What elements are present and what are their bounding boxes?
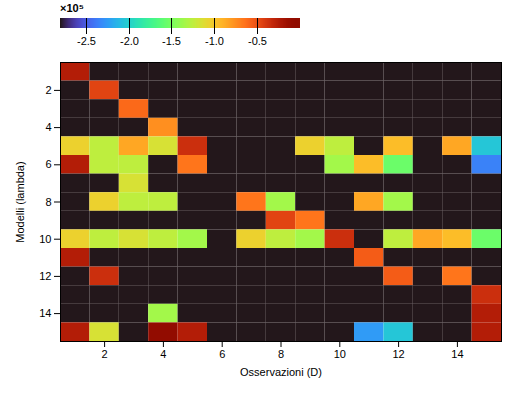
svg-text:-2.5: -2.5 xyxy=(77,35,96,47)
svg-text:12: 12 xyxy=(392,348,404,360)
svg-text:Modelli (lambda): Modelli (lambda) xyxy=(14,161,26,242)
svg-text:-1.0: -1.0 xyxy=(205,35,224,47)
svg-text:14: 14 xyxy=(451,348,463,360)
svg-text:Osservazioni (D): Osservazioni (D) xyxy=(240,366,322,378)
svg-text:4: 4 xyxy=(45,121,51,133)
svg-text:14: 14 xyxy=(39,307,51,319)
svg-text:10: 10 xyxy=(39,233,51,245)
svg-text:-1.5: -1.5 xyxy=(162,35,181,47)
svg-text:8: 8 xyxy=(45,196,51,208)
svg-text:4: 4 xyxy=(160,348,166,360)
svg-text:6: 6 xyxy=(45,158,51,170)
svg-text:10: 10 xyxy=(334,348,346,360)
svg-text:-0.5: -0.5 xyxy=(248,35,267,47)
svg-text:2: 2 xyxy=(102,348,108,360)
svg-text:2: 2 xyxy=(45,84,51,96)
svg-text:-2.0: -2.0 xyxy=(120,35,139,47)
svg-text:8: 8 xyxy=(278,348,284,360)
svg-text:6: 6 xyxy=(219,348,225,360)
svg-text:12: 12 xyxy=(39,270,51,282)
svg-text:×10⁵: ×10⁵ xyxy=(60,2,84,14)
